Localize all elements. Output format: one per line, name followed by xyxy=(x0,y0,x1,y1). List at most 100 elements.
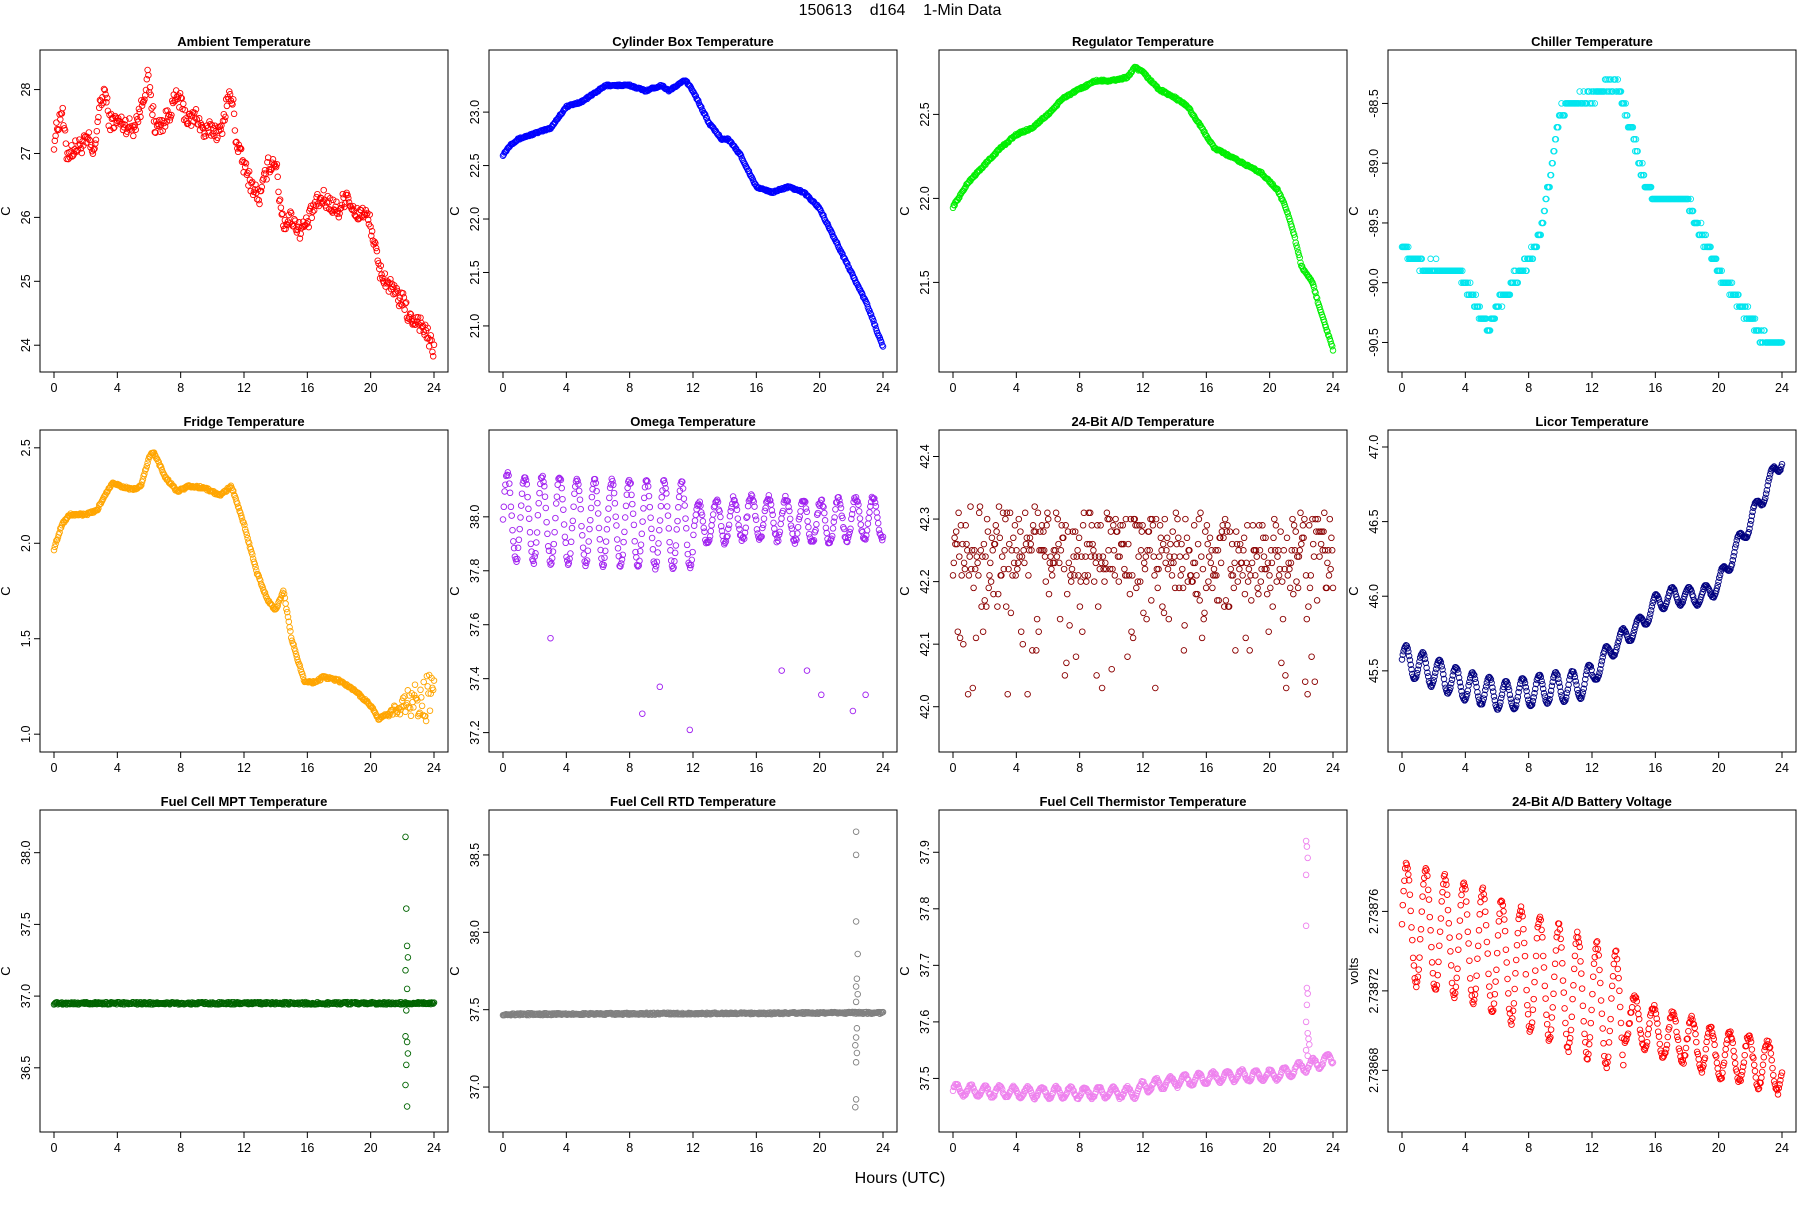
data-point xyxy=(1141,610,1147,616)
data-point xyxy=(1116,579,1122,585)
data-point xyxy=(1283,673,1289,679)
data-point xyxy=(535,512,541,518)
data-point xyxy=(822,518,828,524)
data-point xyxy=(283,601,289,607)
x-tick-label: 8 xyxy=(1076,761,1083,775)
data-point xyxy=(1055,516,1061,522)
data-point xyxy=(708,528,714,534)
data-point xyxy=(1317,554,1323,560)
data-point xyxy=(1100,554,1106,560)
data-point xyxy=(1129,629,1135,635)
data-point xyxy=(1091,579,1097,585)
data-point xyxy=(1025,691,1031,697)
x-tick-label: 12 xyxy=(1585,381,1599,395)
data-point xyxy=(1042,554,1048,560)
data-point xyxy=(614,523,620,529)
data-point xyxy=(1326,573,1332,579)
data-point xyxy=(1205,541,1211,547)
data-point xyxy=(382,271,388,277)
data-point xyxy=(977,504,983,510)
data-point xyxy=(950,573,956,579)
data-point xyxy=(1003,516,1009,522)
data-point xyxy=(1106,548,1112,554)
data-point xyxy=(1195,541,1201,547)
data-point xyxy=(658,503,664,509)
data-point xyxy=(1325,560,1331,566)
panel-title: Omega Temperature xyxy=(630,414,755,429)
data-point xyxy=(1103,560,1109,566)
data-point xyxy=(1279,579,1285,585)
y-tick-label: 36.5 xyxy=(19,1056,33,1080)
data-point xyxy=(787,516,793,522)
y-tick-label: 1.5 xyxy=(19,630,33,647)
y-tick-label: 46.0 xyxy=(1367,584,1381,608)
data-point xyxy=(961,560,967,566)
panel-title: Regulator Temperature xyxy=(1072,34,1214,49)
data-point xyxy=(726,526,732,532)
data-point xyxy=(1061,566,1067,572)
x-tick-label: 0 xyxy=(1399,381,1406,395)
data-point xyxy=(1166,616,1172,622)
data-point xyxy=(1270,604,1276,610)
data-point xyxy=(976,510,982,516)
data-point xyxy=(605,517,611,523)
data-point xyxy=(1076,535,1082,541)
data-point xyxy=(990,548,996,554)
outlier-point xyxy=(403,1082,409,1088)
data-point xyxy=(986,585,992,591)
data-point xyxy=(646,493,652,499)
data-point xyxy=(1311,554,1317,560)
data-point xyxy=(1130,635,1136,641)
data-point xyxy=(1191,523,1197,529)
y-tick-label: 2.0 xyxy=(19,535,33,552)
data-point xyxy=(1246,566,1252,572)
data-point xyxy=(956,510,962,516)
data-point xyxy=(1222,516,1228,522)
data-point xyxy=(1329,535,1335,541)
data-point xyxy=(867,510,873,516)
data-point xyxy=(1295,585,1301,591)
data-point xyxy=(1285,573,1291,579)
data-point xyxy=(709,523,715,529)
data-point xyxy=(1291,523,1297,529)
data-point xyxy=(647,504,653,510)
data-point xyxy=(974,554,980,560)
x-tick-label: 4 xyxy=(1462,381,1469,395)
data-point xyxy=(145,67,151,73)
data-point xyxy=(691,532,697,538)
data-point xyxy=(51,147,57,153)
y-tick-label: 22.5 xyxy=(468,153,482,177)
data-point xyxy=(1206,579,1212,585)
data-point xyxy=(848,526,854,532)
data-point xyxy=(587,526,593,532)
data-point xyxy=(659,495,665,501)
data-point xyxy=(1280,616,1286,622)
data-point xyxy=(994,529,1000,535)
data-point xyxy=(622,515,628,521)
x-tick-label: 12 xyxy=(237,761,251,775)
data-point xyxy=(735,516,741,522)
data-point xyxy=(1249,598,1255,604)
data-point xyxy=(1181,648,1187,654)
y-tick-label: 21.5 xyxy=(468,260,482,284)
data-point xyxy=(181,101,187,107)
data-point xyxy=(1168,541,1174,547)
data-point xyxy=(639,531,645,537)
x-tick-label: 16 xyxy=(1648,381,1662,395)
data-point xyxy=(257,201,263,207)
data-point xyxy=(1018,529,1024,535)
outlier-point xyxy=(403,968,409,974)
data-point xyxy=(69,143,75,149)
series-points xyxy=(51,834,437,1109)
data-point xyxy=(526,516,532,522)
y-tick-label: 38.0 xyxy=(468,920,482,944)
data-point xyxy=(1417,659,1423,665)
y-tick-label: 26 xyxy=(19,210,33,224)
data-point xyxy=(1433,670,1439,676)
data-point xyxy=(838,505,844,511)
data-point xyxy=(737,526,743,532)
y-tick-label: 24 xyxy=(19,338,33,352)
y-tick-label: 46.5 xyxy=(1367,509,1381,533)
data-point xyxy=(967,554,973,560)
